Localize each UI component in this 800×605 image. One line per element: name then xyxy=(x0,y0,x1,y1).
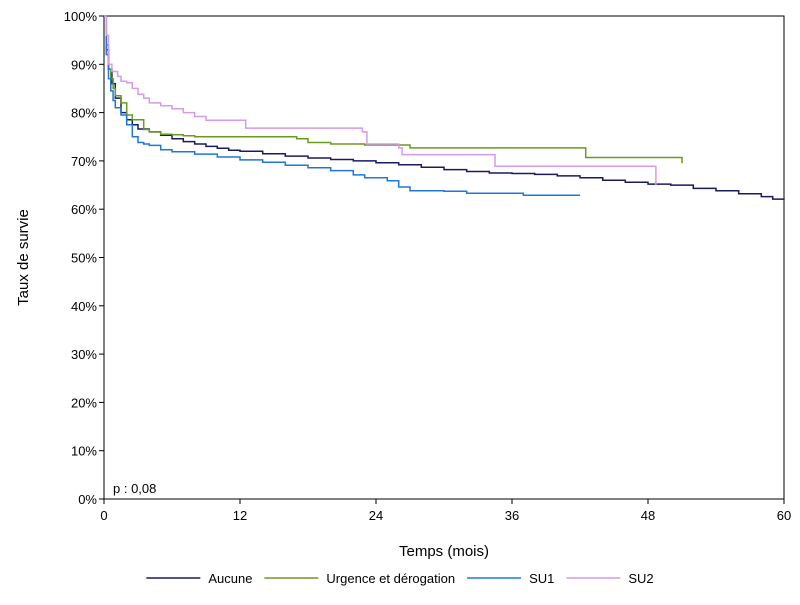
legend-label: Aucune xyxy=(208,571,252,586)
y-tick-label: 60% xyxy=(71,202,97,217)
x-tick-label: 48 xyxy=(641,508,655,523)
plot-area-frame xyxy=(103,15,785,500)
y-tick-label: 50% xyxy=(71,251,97,266)
x-tick-label: 36 xyxy=(505,508,519,523)
legend-label: SU2 xyxy=(628,571,653,586)
y-tick-label: 100% xyxy=(64,9,98,24)
y-tick-label: 20% xyxy=(71,395,97,410)
series-line-3 xyxy=(104,15,580,196)
y-tick-label: 10% xyxy=(71,444,97,459)
legend-label: Urgence et dérogation xyxy=(326,571,455,586)
series-line-1 xyxy=(104,15,785,200)
y-tick-label: 90% xyxy=(71,57,97,72)
y-tick-label: 30% xyxy=(71,347,97,362)
y-tick-label: 40% xyxy=(71,299,97,314)
y-tick-label: 70% xyxy=(71,154,97,169)
x-tick-label: 0 xyxy=(100,508,107,523)
y-tick-label: 0% xyxy=(78,492,97,507)
x-tick-label: 12 xyxy=(233,508,247,523)
x-tick-label: 24 xyxy=(369,508,383,523)
x-tick-label: 60 xyxy=(777,508,791,523)
p-value-annotation: p : 0,08 xyxy=(113,481,156,496)
series-line-2 xyxy=(104,15,683,164)
y-axis: 0% 10% 20% 30% 40% 50% 60% 70% 80% 90% 100% xyxy=(64,9,104,507)
y-tick-label: 80% xyxy=(71,106,97,121)
y-axis-label: Taux de survie xyxy=(15,209,32,306)
series-layer xyxy=(104,15,785,200)
x-axis: 0 12 24 36 48 60 xyxy=(100,499,791,523)
legend-label: SU1 xyxy=(529,571,554,586)
legend: Aucune Urgence et dérogation SU1 SU2 xyxy=(146,571,654,586)
x-axis-label: Temps (mois) xyxy=(399,543,489,560)
series-line-4 xyxy=(104,15,657,186)
